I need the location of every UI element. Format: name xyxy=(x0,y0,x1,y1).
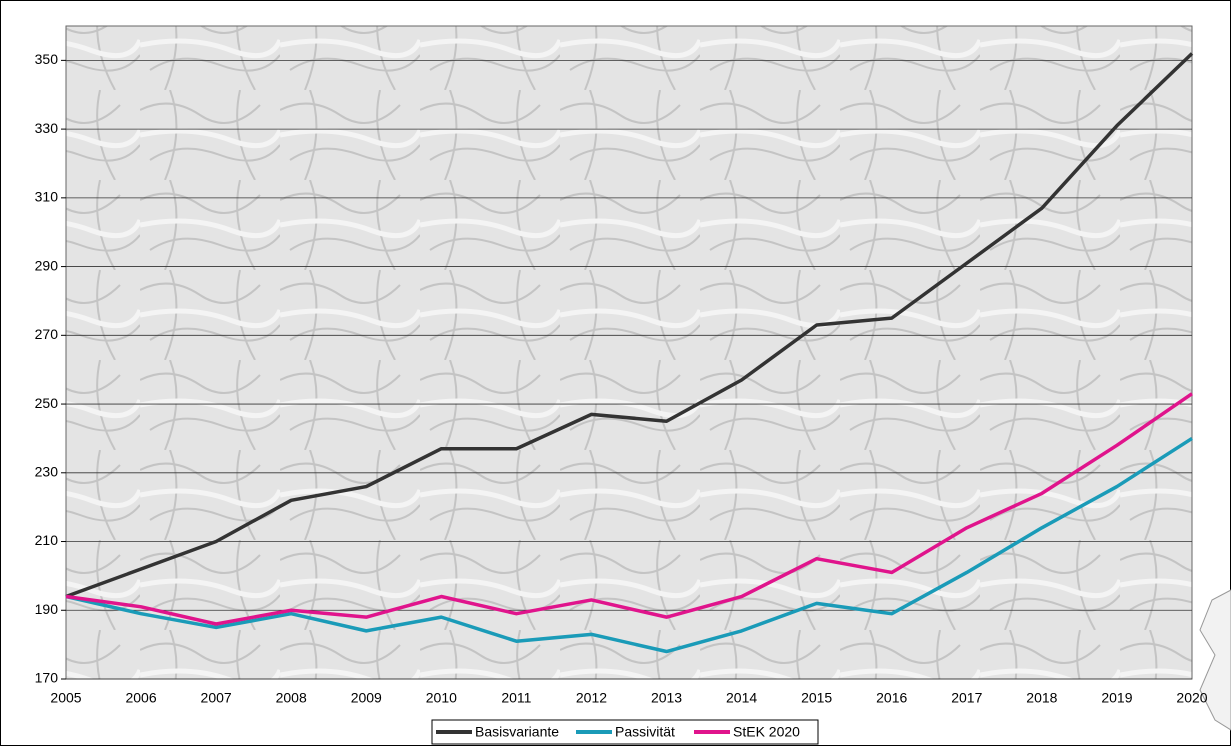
x-tick-label: 2016 xyxy=(876,690,907,706)
x-tick-label: 2005 xyxy=(50,690,81,706)
x-tick-label: 2015 xyxy=(801,690,832,706)
y-tick-label: 230 xyxy=(35,463,59,479)
legend-label: Basisvariante xyxy=(475,724,559,740)
x-tick-label: 2009 xyxy=(351,690,382,706)
y-tick-label: 330 xyxy=(35,120,59,136)
y-tick-label: 210 xyxy=(35,532,59,548)
series-line xyxy=(65,52,1194,599)
series-line xyxy=(65,436,1193,654)
y-tick-label: 250 xyxy=(35,395,59,411)
y-tick-label: 350 xyxy=(35,51,59,67)
plot-area xyxy=(65,25,1193,680)
x-tick-label: 2020 xyxy=(1176,690,1207,706)
series-line xyxy=(65,392,1193,626)
y-tick-label: 190 xyxy=(35,601,59,617)
y-tick-label: 290 xyxy=(35,257,59,273)
x-tick-label: 2018 xyxy=(1026,690,1057,706)
x-tick-label: 2017 xyxy=(951,690,982,706)
x-tick-label: 2008 xyxy=(276,690,307,706)
x-tick-label: 2010 xyxy=(426,690,457,706)
x-tick-label: 2007 xyxy=(201,690,232,706)
y-tick-label: 270 xyxy=(35,326,59,342)
x-tick-label: 2006 xyxy=(125,690,156,706)
x-tick-label: 2014 xyxy=(726,690,757,706)
legend-label: StEK 2020 xyxy=(733,724,800,740)
x-tick-label: 2013 xyxy=(651,690,682,706)
map-fragment xyxy=(1199,589,1231,731)
legend-label: Passivität xyxy=(615,724,675,740)
legend-box xyxy=(431,719,819,745)
y-tick-label: 170 xyxy=(35,670,59,686)
x-tick-label: 2011 xyxy=(501,690,531,706)
x-tick-label: 2012 xyxy=(576,690,607,706)
x-tick-label: 2019 xyxy=(1101,690,1132,706)
y-tick-label: 310 xyxy=(35,189,59,205)
